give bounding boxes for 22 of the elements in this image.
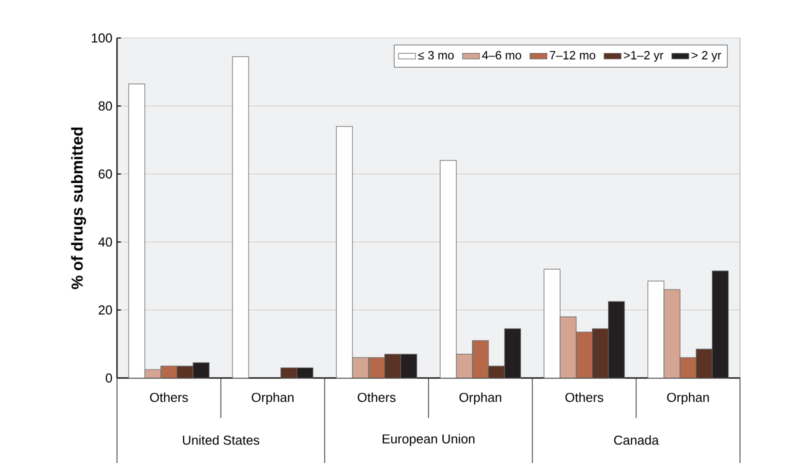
y-tick-label: 20: [98, 305, 112, 315]
x-tick-label: Others: [150, 392, 188, 402]
y-tick-label: 80: [98, 101, 112, 111]
x-tick-label: Orphan: [667, 392, 709, 405]
y-tick-label: 60: [98, 169, 112, 179]
y-tick-label: 40: [98, 237, 112, 247]
x-tick-label: Orphan: [459, 392, 502, 405]
legend-label: 7–12 mo: [550, 50, 596, 60]
x-tick-label: Others: [358, 392, 396, 402]
legend-label: 4–6 mo: [482, 50, 522, 60]
y-tick-label: 0: [106, 373, 112, 383]
y-tick-label: 100: [92, 33, 112, 43]
bar: [232, 56, 249, 378]
legend-label: ≤ 3 mo: [418, 50, 454, 60]
y-axis-title: % of drugs submitted: [71, 128, 86, 290]
text: Canada: [614, 435, 659, 445]
legend-label: > 2 yr: [692, 50, 722, 62]
text: European Union: [382, 434, 474, 446]
legend-label: >1–2 yr: [624, 50, 664, 62]
x-tick-label: Others: [565, 392, 604, 402]
text: United States: [182, 435, 260, 445]
x-tick-label: Orphan: [252, 392, 294, 405]
